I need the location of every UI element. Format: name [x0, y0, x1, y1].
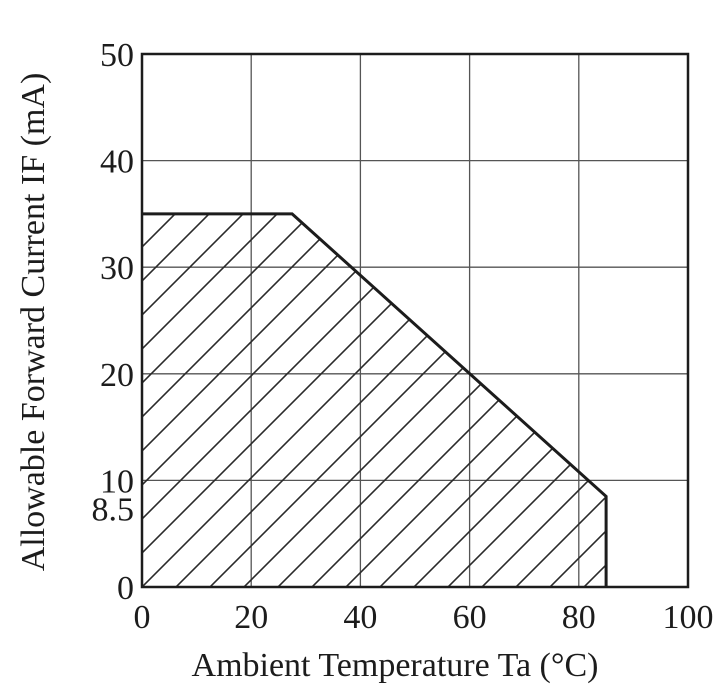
- y-tick-label: 20: [100, 357, 134, 394]
- x-tick-label: 20: [234, 599, 268, 636]
- y-tick-label: 30: [100, 250, 134, 287]
- hatch-line: [142, 213, 607, 587]
- hatch-line: [142, 213, 607, 587]
- hatch-line: [142, 213, 457, 587]
- hatch-line: [291, 213, 607, 587]
- y-tick-labels: 0 10 20 30 40 50 8.5: [92, 37, 135, 607]
- y-tick-label: 10: [100, 463, 134, 500]
- hatch-line: [142, 213, 389, 587]
- derating-curve-layer: [142, 212, 608, 587]
- y-tick-label: 50: [100, 37, 134, 74]
- hatch-line: [632, 0, 721, 607]
- hatch-line: [461, 213, 607, 587]
- hatch-line: [427, 213, 607, 587]
- hatch-line: [142, 213, 607, 587]
- hatch-line: [142, 213, 491, 587]
- y-tick-label: 40: [100, 144, 134, 181]
- derating-curve: [142, 212, 608, 587]
- hatch-line: [529, 213, 607, 587]
- x-tick-labels: 0 20 40 60 80 100: [134, 599, 714, 636]
- plot-frame: [140, 52, 690, 589]
- hatch-line: [142, 213, 355, 587]
- x-tick-label: 80: [562, 599, 596, 636]
- hatch-line: [142, 213, 607, 587]
- hatch-line: [495, 213, 607, 587]
- y-axis-label: Allowable Forward Current IF (mA): [15, 73, 52, 572]
- hatch-line: [142, 213, 607, 587]
- hatch-line: [142, 213, 525, 587]
- y-tick-label-extra: 8.5: [92, 491, 135, 528]
- x-tick-label: 40: [343, 599, 377, 636]
- x-tick-label: 0: [134, 599, 151, 636]
- hatch-line: [223, 213, 607, 587]
- hatch-line: [189, 213, 607, 587]
- y-tick-label: 0: [117, 570, 134, 607]
- x-tick-label: 100: [663, 599, 714, 636]
- grid-lines: [142, 54, 688, 587]
- hatch-line: [142, 213, 559, 587]
- x-tick-label: 60: [453, 599, 487, 636]
- hatch-line: [666, 0, 721, 607]
- x-axis-label: Ambient Temperature Ta (°C): [192, 647, 599, 684]
- hatch-line: [393, 213, 607, 587]
- hatch-line: [142, 213, 423, 587]
- hatch-line: [359, 213, 607, 587]
- hatch-line: [155, 213, 607, 587]
- hatch-line: [700, 0, 721, 607]
- hatch-line: [325, 213, 607, 587]
- hatch-line: [142, 213, 593, 587]
- hatch-line: [257, 213, 607, 587]
- hatch-line: [597, 213, 607, 587]
